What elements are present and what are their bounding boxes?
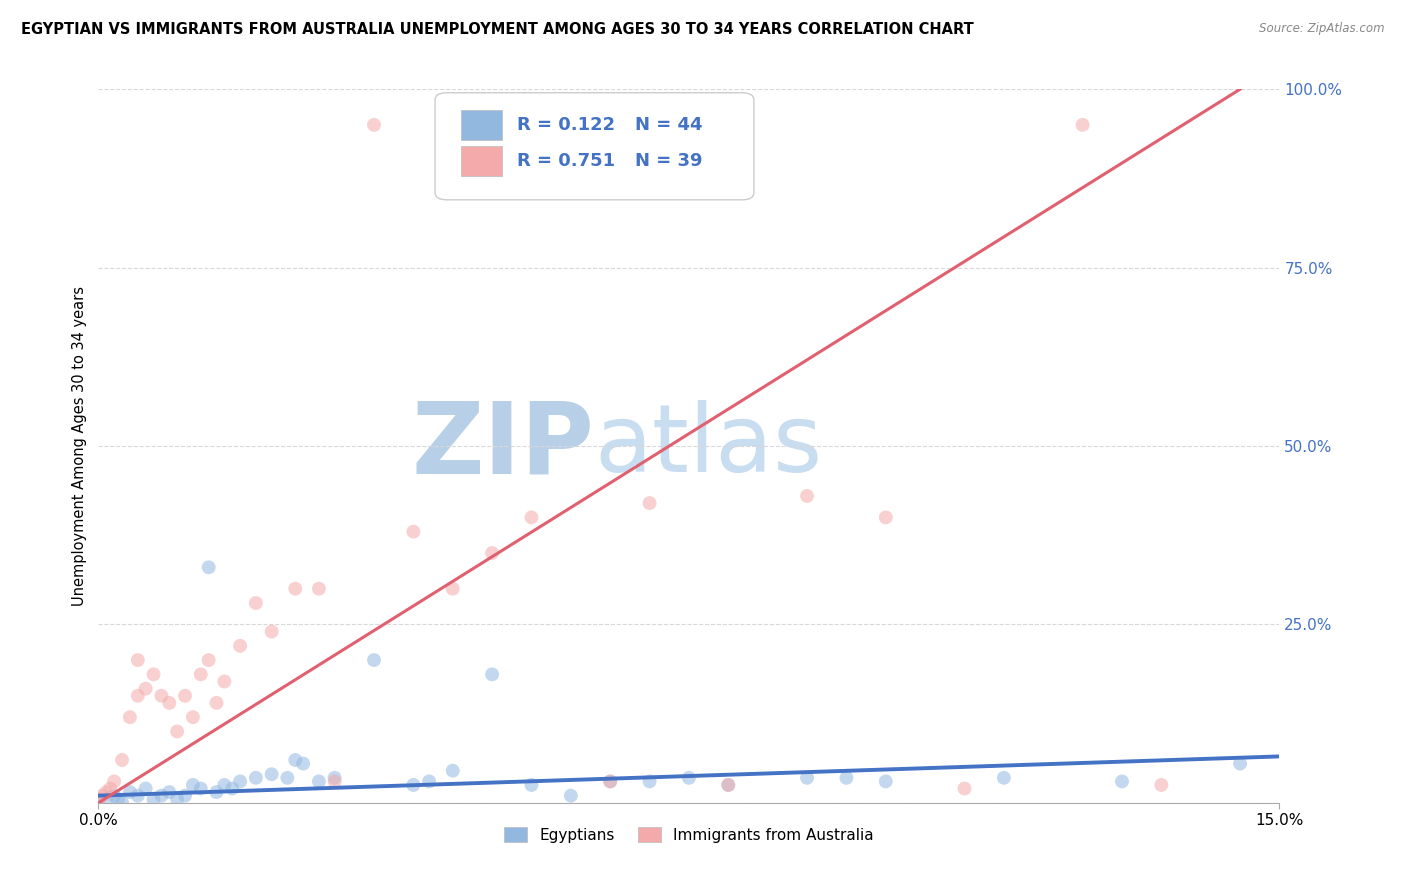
- Point: [402, 778, 425, 792]
- Point: [135, 781, 157, 796]
- Text: R = 0.122: R = 0.122: [516, 116, 614, 134]
- Point: [166, 792, 188, 806]
- Point: [323, 774, 346, 789]
- Point: [111, 753, 134, 767]
- Point: [284, 753, 307, 767]
- Legend: Egyptians, Immigrants from Australia: Egyptians, Immigrants from Australia: [498, 821, 880, 848]
- Point: [96, 785, 118, 799]
- Point: [107, 792, 129, 806]
- Text: Source: ZipAtlas.com: Source: ZipAtlas.com: [1260, 22, 1385, 36]
- Point: [717, 778, 740, 792]
- Point: [1071, 118, 1094, 132]
- Point: [142, 667, 165, 681]
- Point: [638, 496, 661, 510]
- Point: [418, 774, 440, 789]
- Point: [520, 778, 543, 792]
- Point: [441, 764, 464, 778]
- Point: [91, 789, 114, 803]
- Point: [197, 560, 219, 574]
- Point: [174, 689, 197, 703]
- Point: [127, 653, 149, 667]
- Point: [87, 792, 110, 806]
- Point: [142, 792, 165, 806]
- Point: [363, 653, 385, 667]
- Point: [197, 653, 219, 667]
- Point: [174, 789, 197, 803]
- FancyBboxPatch shape: [461, 110, 502, 140]
- Point: [229, 639, 252, 653]
- Point: [481, 667, 503, 681]
- Point: [363, 118, 385, 132]
- Point: [150, 689, 173, 703]
- Point: [599, 774, 621, 789]
- Point: [87, 792, 110, 806]
- Point: [157, 696, 180, 710]
- Point: [260, 767, 283, 781]
- Point: [245, 771, 267, 785]
- Point: [441, 582, 464, 596]
- Point: [229, 774, 252, 789]
- Text: N = 44: N = 44: [634, 116, 702, 134]
- Point: [796, 771, 818, 785]
- Point: [157, 785, 180, 799]
- Point: [190, 667, 212, 681]
- Point: [284, 582, 307, 596]
- Point: [308, 774, 330, 789]
- Point: [181, 778, 204, 792]
- Text: R = 0.751: R = 0.751: [516, 152, 614, 169]
- Point: [127, 789, 149, 803]
- Point: [118, 785, 141, 799]
- Point: [111, 796, 134, 810]
- Text: ZIP: ZIP: [412, 398, 595, 494]
- Point: [118, 710, 141, 724]
- Point: [402, 524, 425, 539]
- Point: [276, 771, 298, 785]
- Point: [678, 771, 700, 785]
- Point: [135, 681, 157, 696]
- Text: N = 39: N = 39: [634, 152, 702, 169]
- Point: [103, 789, 125, 803]
- Point: [292, 756, 315, 771]
- Point: [599, 774, 621, 789]
- Point: [181, 710, 204, 724]
- Point: [875, 774, 897, 789]
- Point: [166, 724, 188, 739]
- Point: [520, 510, 543, 524]
- Point: [205, 696, 228, 710]
- Point: [1229, 756, 1251, 771]
- Point: [1150, 778, 1173, 792]
- Point: [953, 781, 976, 796]
- Point: [875, 510, 897, 524]
- Point: [245, 596, 267, 610]
- Point: [214, 674, 236, 689]
- Point: [323, 771, 346, 785]
- FancyBboxPatch shape: [461, 145, 502, 176]
- Point: [205, 785, 228, 799]
- Point: [96, 792, 118, 806]
- Point: [638, 774, 661, 789]
- Point: [1111, 774, 1133, 789]
- FancyBboxPatch shape: [434, 93, 754, 200]
- Point: [560, 789, 582, 803]
- Point: [481, 546, 503, 560]
- Point: [103, 774, 125, 789]
- Point: [221, 781, 243, 796]
- Y-axis label: Unemployment Among Ages 30 to 34 years: Unemployment Among Ages 30 to 34 years: [72, 286, 87, 606]
- Text: atlas: atlas: [595, 400, 823, 492]
- Point: [835, 771, 858, 785]
- Point: [308, 582, 330, 596]
- Point: [717, 778, 740, 792]
- Point: [796, 489, 818, 503]
- Point: [98, 781, 121, 796]
- Point: [993, 771, 1015, 785]
- Point: [260, 624, 283, 639]
- Point: [150, 789, 173, 803]
- Point: [214, 778, 236, 792]
- Point: [127, 689, 149, 703]
- Text: EGYPTIAN VS IMMIGRANTS FROM AUSTRALIA UNEMPLOYMENT AMONG AGES 30 TO 34 YEARS COR: EGYPTIAN VS IMMIGRANTS FROM AUSTRALIA UN…: [21, 22, 974, 37]
- Point: [190, 781, 212, 796]
